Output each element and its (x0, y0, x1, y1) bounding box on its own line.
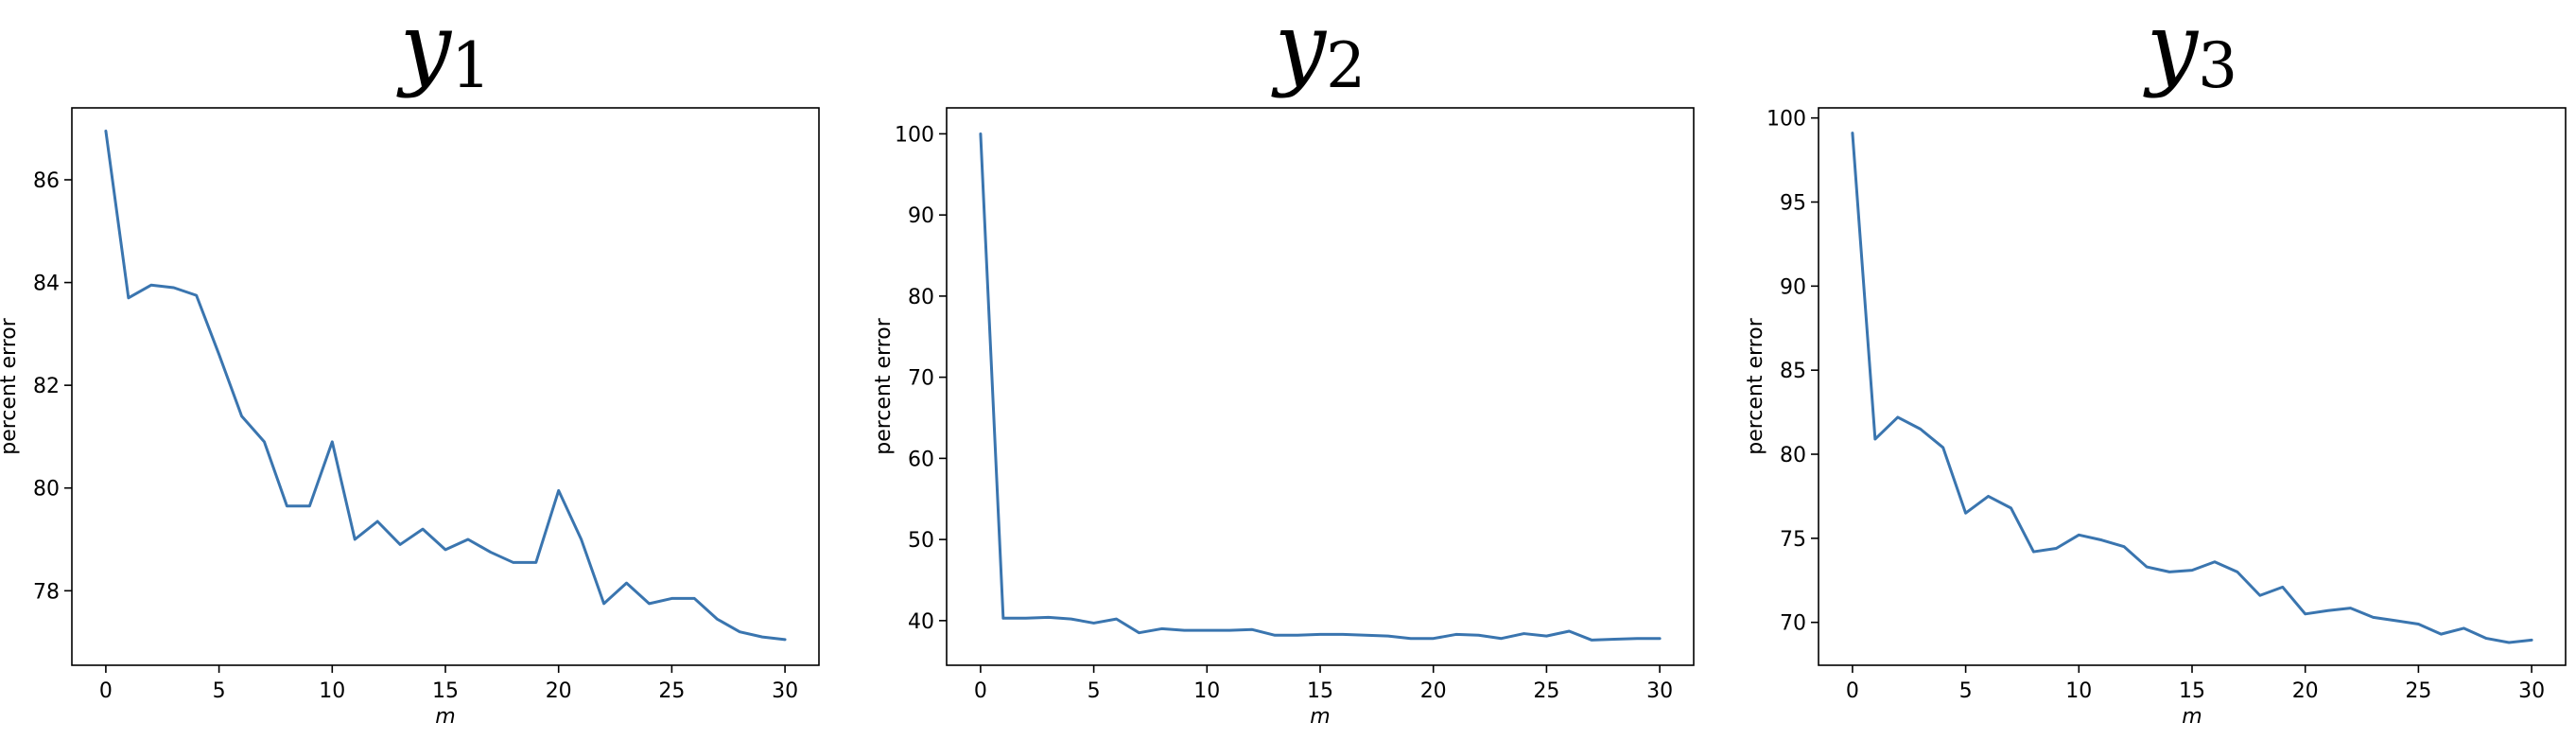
x-tick-label: 15 (2179, 679, 2205, 703)
x-tick-label: 25 (2405, 679, 2431, 703)
y-tick-label: 70 (1780, 612, 1806, 636)
x-tick-label: 25 (1533, 679, 1559, 703)
x-tick-label: 15 (1307, 679, 1333, 703)
y-tick-label: 100 (895, 123, 934, 147)
y-tick-label: 80 (33, 478, 60, 502)
x-tick-label: 20 (1420, 679, 1447, 703)
series-line (979, 132, 1662, 642)
x-tick-label: 5 (1959, 679, 1973, 703)
y-tick-label: 84 (33, 273, 60, 296)
x-tick-label: 10 (1193, 679, 1220, 703)
y-tick-label: 75 (1780, 528, 1806, 552)
x-tick-label: 20 (2292, 679, 2319, 703)
y-tick-label: 90 (1780, 275, 1806, 299)
series-line (1851, 132, 2533, 644)
panel-title: y3 (2143, 0, 2237, 102)
x-tick-label: 20 (546, 679, 572, 703)
x-tick-label: 30 (1646, 679, 1673, 703)
y-axis-label: percent error (0, 317, 21, 454)
subplot-y2: y2 0 5 10 15 20 25 30 40 50 60 70 80 90 100 m percent er… (872, 0, 1695, 729)
x-axis-label: m (435, 705, 455, 729)
subplot-y1: y1 0 5 10 15 20 25 30 78 80 82 84 86 m percent error (0, 0, 820, 729)
axes-frame (1818, 107, 2567, 666)
y-tick-label: 78 (33, 580, 60, 604)
x-tick-label: 15 (432, 679, 459, 703)
x-tick-label: 0 (1846, 679, 1859, 703)
x-tick-label: 10 (319, 679, 345, 703)
y-tick-label: 90 (908, 204, 934, 228)
x-axis-label: m (1310, 705, 1330, 729)
series-line (104, 129, 787, 642)
y-tick-label: 50 (908, 529, 934, 553)
panel-title-subscript: 2 (1326, 29, 1366, 102)
x-axis-label: m (2182, 705, 2202, 729)
axes-frame (71, 107, 820, 666)
y-tick-label: 85 (1780, 360, 1806, 383)
y-tick-label: 100 (1767, 108, 1806, 132)
y-axis-label: percent error (872, 317, 896, 454)
subplot-y3: y3 0 5 10 15 20 25 30 70 75 80 85 90 95 100 m percent er… (1744, 0, 2567, 729)
axes-frame (946, 107, 1695, 666)
x-tick-label: 25 (658, 679, 685, 703)
y-tick-label: 70 (908, 367, 934, 391)
y-tick-label: 95 (1780, 191, 1806, 215)
y-tick-label: 80 (908, 286, 934, 309)
x-tick-label: 30 (772, 679, 798, 703)
y-tick-label: 82 (33, 375, 60, 398)
x-tick-label: 0 (99, 679, 113, 703)
y-tick-label: 60 (908, 448, 934, 471)
panel-title: y1 (396, 0, 491, 102)
panel-title-subscript: 3 (2198, 29, 2237, 102)
panel-title: y2 (1271, 0, 1366, 102)
y-tick-label: 80 (1780, 444, 1806, 467)
y-tick-label: 86 (33, 169, 60, 193)
y-axis-label: percent error (1744, 317, 1767, 454)
x-tick-label: 0 (974, 679, 987, 703)
x-tick-label: 5 (213, 679, 226, 703)
x-tick-label: 5 (1088, 679, 1101, 703)
x-tick-label: 10 (2065, 679, 2092, 703)
panel-title-subscript: 1 (451, 29, 491, 102)
x-tick-label: 30 (2518, 679, 2545, 703)
y-tick-label: 40 (908, 610, 934, 634)
